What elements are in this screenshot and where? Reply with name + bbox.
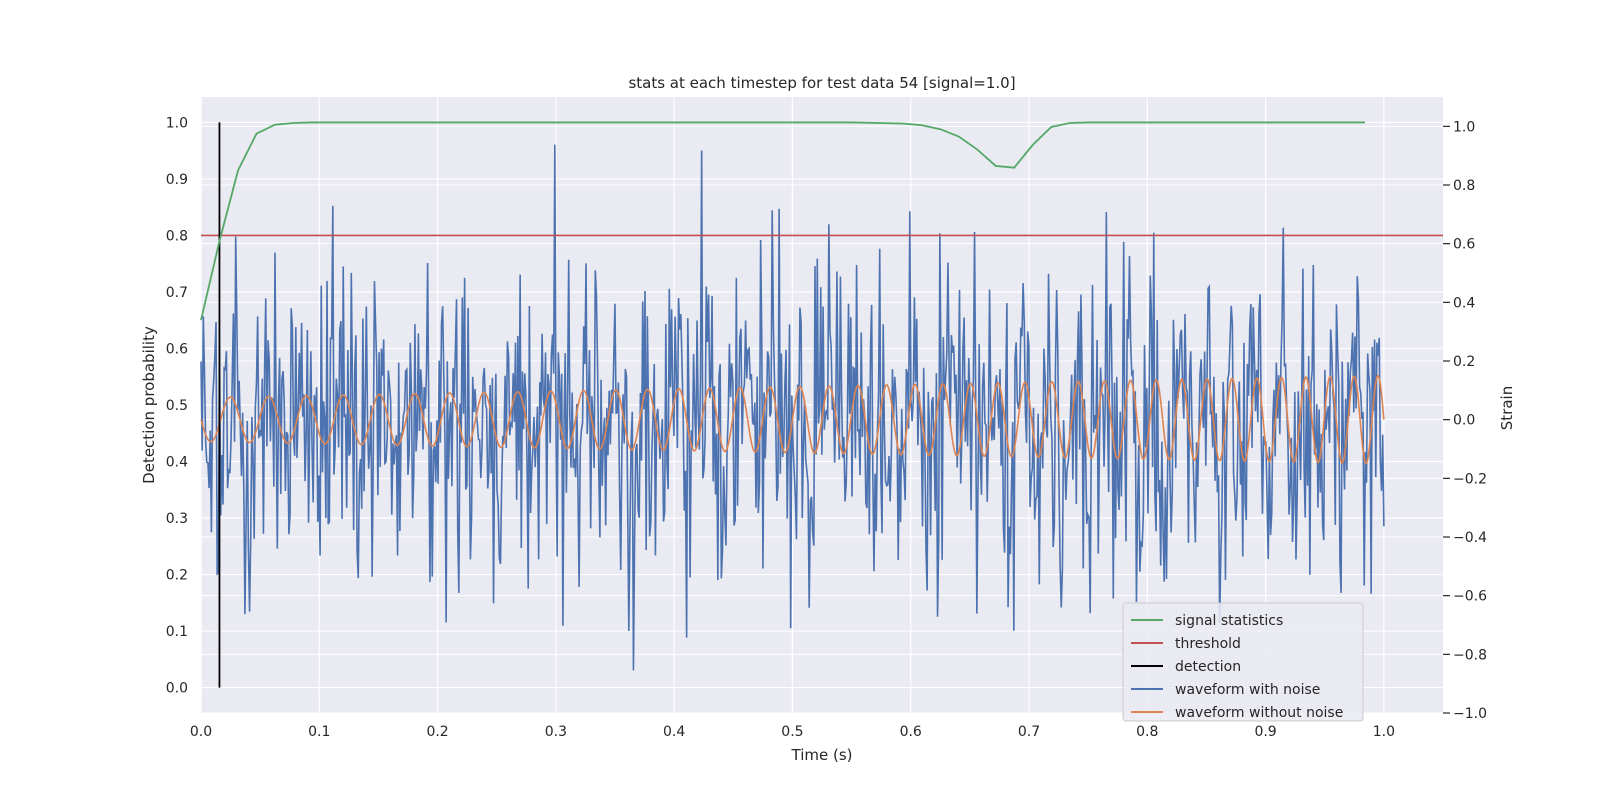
x-tick-label: 0.6 <box>900 724 922 740</box>
y-tick-label-right: −0.8 <box>1453 647 1487 663</box>
y-tick-label-left: 0.0 <box>166 681 188 697</box>
chart-title: stats at each timestep for test data 54 … <box>628 74 1015 92</box>
x-axis-label: Time (s) <box>791 746 853 764</box>
x-tick-label: 0.5 <box>781 724 803 740</box>
x-tick-label: 0.9 <box>1254 724 1276 740</box>
x-tick-label: 0.7 <box>1018 724 1040 740</box>
y-tick-label-right: 0.2 <box>1453 354 1475 370</box>
legend: signal statistics threshold detection wavef… <box>1122 602 1364 722</box>
y-tick-label-right: −0.6 <box>1453 589 1487 605</box>
series-group <box>200 121 1443 688</box>
y-tick-label-right: −0.2 <box>1453 471 1487 487</box>
legend-label-waveform-without-noise: waveform without noise <box>1175 705 1343 721</box>
y-tick-label-left: 0.1 <box>166 624 188 640</box>
x-tick-label: 1.0 <box>1373 724 1395 740</box>
legend-label-waveform-with-noise: waveform with noise <box>1175 682 1320 698</box>
y-axis-label-right: Strain <box>1498 386 1516 430</box>
y-tick-label-right: 1.0 <box>1453 119 1475 135</box>
y-tick-label-left: 0.2 <box>166 568 188 584</box>
y-tick-label-right: −1.0 <box>1453 706 1487 722</box>
y-tick-label-left: 1.0 <box>166 115 188 131</box>
y-tick-label-left: 0.6 <box>166 341 188 357</box>
legend-label-signal-statistics: signal statistics <box>1175 613 1283 629</box>
legend-box <box>1122 602 1364 722</box>
x-tick-label: 0.8 <box>1136 724 1158 740</box>
y-tick-label-left: 0.8 <box>166 228 188 244</box>
y-tick-label-right: 0.8 <box>1453 178 1475 194</box>
y-tick-label-left: 0.5 <box>166 398 188 414</box>
y-axis-label-left: Detection probability <box>140 326 158 484</box>
y-tick-label-left: 0.3 <box>166 511 188 527</box>
legend-label-threshold: threshold <box>1175 636 1241 652</box>
x-tick-label: 0.1 <box>308 724 330 740</box>
ticks-group: 0.0 0.1 0.2 0.3 0.4 0.5 0.6 0.7 0.8 0.9 1.0 0.0 0.1 0… <box>166 115 1487 740</box>
y-tick-label-right: 0.4 <box>1453 295 1475 311</box>
y-tick-label-left: 0.4 <box>166 455 188 471</box>
signal-statistics-line <box>200 121 1365 321</box>
y-tick-label-left: 0.9 <box>166 172 188 188</box>
x-tick-label: 0.0 <box>190 724 212 740</box>
legend-label-detection: detection <box>1175 659 1241 675</box>
y-tick-label-right: −0.4 <box>1453 530 1487 546</box>
y-tick-label-right: 0.6 <box>1453 237 1475 253</box>
x-tick-label: 0.2 <box>426 724 448 740</box>
waveform-without-noise-line <box>200 374 1385 465</box>
x-tick-label: 0.3 <box>545 724 567 740</box>
y-tick-label-right: 0.0 <box>1453 413 1475 429</box>
x-tick-label: 0.4 <box>663 724 685 740</box>
y-tick-label-left: 0.7 <box>166 285 188 301</box>
